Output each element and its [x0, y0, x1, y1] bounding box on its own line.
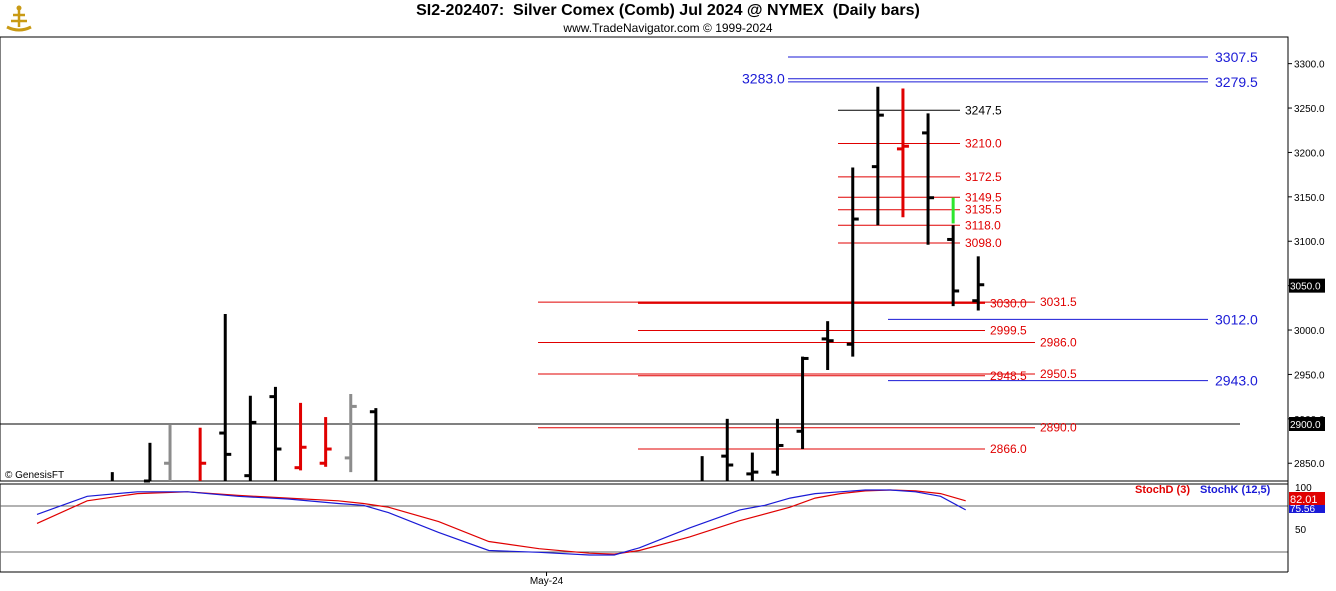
level-label-16: 2950.5: [1040, 367, 1077, 381]
stoch-tick-100: 100: [1295, 483, 1312, 494]
ohlc-bar-23: [972, 256, 985, 311]
price-tick-label-1: 3250.0: [1294, 104, 1325, 115]
price-tick-label-4: 3100.0: [1294, 237, 1325, 248]
level-label-13: 2999.5: [990, 323, 1027, 337]
ohlc-bar-7: [294, 402, 307, 471]
ohlc-bar-15: [796, 356, 809, 450]
price-tick-label-3: 3150.0: [1294, 193, 1325, 204]
watermark-text: © GenesisFT: [5, 470, 64, 481]
ohlc-bar-20: [922, 113, 935, 245]
level-label-2: 3283.0: [742, 71, 785, 87]
level-label-10: 3030.0: [990, 296, 1027, 310]
stoch-k-tag: 75.56: [1290, 504, 1315, 515]
reference-tag: 2900.0: [1290, 420, 1321, 431]
level-label-6: 3149.5: [965, 190, 1002, 204]
level-label-14: 2986.0: [1040, 335, 1077, 349]
ohlc-bar-17: [846, 167, 859, 357]
price-pane: [0, 36, 1289, 482]
stoch-k-line: [36, 489, 966, 556]
ohlc-bar-8: [319, 417, 332, 467]
level-label-7: 3135.5: [965, 203, 1002, 217]
x-tick-label-0: May-24: [530, 576, 564, 587]
ohlc-bar-16: [821, 321, 834, 370]
chart-header: SI2-202407: Silver Comex (Comb) Jul 2024…: [0, 0, 1336, 37]
ohlc-bar-9: [344, 393, 357, 473]
price-tick-label-9: 2850.0: [1294, 459, 1325, 470]
stochastic-pane: [0, 483, 1289, 573]
ohlc-bar-13: [746, 452, 759, 481]
chart-subtitle: www.TradeNavigator.com © 1999-2024: [563, 21, 773, 35]
ohlc-bar-5: [244, 395, 257, 481]
ohlc-bar-21: [947, 225, 960, 307]
ohlc-bar-1: [143, 442, 152, 483]
level-label-11: 3031.5: [1040, 295, 1077, 309]
ohlc-bar-12: [721, 418, 734, 481]
level-label-4: 3210.0: [965, 137, 1002, 151]
stoch-d-legend: StochD (3): [1135, 484, 1190, 496]
ohlc-bar-18: [871, 86, 884, 226]
level-label-1: 3279.5: [1215, 74, 1258, 90]
level-label-19: 2866.0: [990, 442, 1027, 456]
ohlc-bar-2: [164, 425, 172, 481]
price-tick-label-6: 3000.0: [1294, 326, 1325, 337]
chart-title: SI2-202407: Silver Comex (Comb) Jul 2024…: [416, 2, 920, 19]
stoch-k-tag-box: [1289, 503, 1325, 513]
ohlc-bar-19: [896, 88, 909, 218]
price-tick-label-2: 3200.0: [1294, 148, 1325, 159]
level-label-5: 3172.5: [965, 170, 1002, 184]
level-label-17: 2943.0: [1215, 373, 1258, 389]
ohlc-bar-3: [198, 427, 207, 481]
price-tick-label-0: 3300.0: [1294, 60, 1325, 71]
price-tick-label-7: 2950.0: [1294, 370, 1325, 381]
genesis-logo-icon: [4, 4, 34, 34]
last-price-tag-box: [1289, 278, 1325, 293]
stoch-d-tag-box: [1289, 492, 1325, 505]
stoch-k-legend: StochK (12,5): [1200, 484, 1271, 496]
level-label-18: 2890.0: [1040, 421, 1077, 435]
ohlc-bar-6: [269, 386, 282, 481]
level-label-9: 3098.0: [965, 236, 1002, 250]
level-label-15: 2948.5: [990, 369, 1027, 383]
level-label-8: 3118.0: [965, 218, 1001, 232]
ohlc-bar-4: [219, 314, 232, 481]
level-label-12: 3012.0: [1215, 311, 1258, 327]
stoch-d-line: [36, 489, 966, 555]
ohlc-bar-10: [369, 408, 378, 481]
level-label-3: 3247.5: [965, 103, 1002, 117]
reference-tag-box: [1289, 417, 1325, 431]
level-label-0: 3307.5: [1215, 49, 1258, 65]
last-price-tag: 3050.0: [1290, 282, 1321, 293]
ohlc-bar-14: [771, 418, 784, 476]
stoch-tick-50: 50: [1295, 525, 1307, 536]
stoch-d-tag: 82.01: [1290, 494, 1318, 506]
